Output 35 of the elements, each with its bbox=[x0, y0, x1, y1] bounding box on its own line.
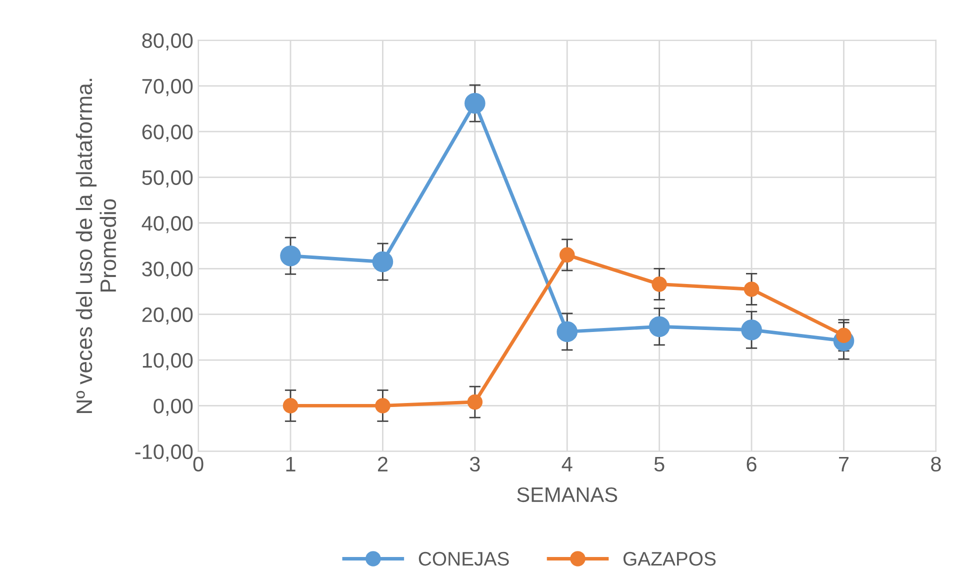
x-tick-label: 2 bbox=[378, 456, 388, 472]
y-tick-label: 60,00 bbox=[142, 124, 193, 142]
point bbox=[556, 321, 578, 342]
point bbox=[648, 316, 670, 338]
y-axis-title: Nº veces del uso de la plataforma. Promedio bbox=[76, 78, 116, 413]
x-tick-label: 3 bbox=[470, 456, 480, 472]
x-axis-title: SEMANAS bbox=[517, 487, 618, 502]
x-tick-label: 6 bbox=[746, 456, 756, 472]
point bbox=[744, 282, 760, 297]
point bbox=[280, 245, 301, 266]
y-tick-label: 20,00 bbox=[142, 307, 193, 325]
y-tick-label: 80,00 bbox=[142, 33, 193, 50]
point bbox=[464, 92, 486, 114]
x-tick-label: 8 bbox=[931, 456, 941, 472]
legend-label: CONEJAS bbox=[418, 552, 509, 566]
point bbox=[282, 398, 298, 414]
point bbox=[559, 247, 575, 263]
y-tick-label: 70,00 bbox=[142, 78, 193, 96]
y-tick-label: 10,00 bbox=[142, 353, 193, 370]
point bbox=[372, 251, 394, 272]
y-tick-label: 30,00 bbox=[142, 262, 193, 279]
y-tick-label: 40,00 bbox=[142, 216, 193, 234]
x-tick-label: 5 bbox=[654, 457, 664, 472]
x-tick-label: 0 bbox=[193, 456, 204, 472]
point bbox=[652, 276, 667, 292]
y-tick-label: 0,00 bbox=[154, 398, 193, 416]
x-tick-label: 1 bbox=[286, 457, 296, 472]
x-tick-label: 4 bbox=[562, 457, 572, 472]
point bbox=[741, 319, 762, 340]
point bbox=[467, 394, 483, 410]
x-tick-label: 7 bbox=[839, 457, 849, 472]
legend-label: GAZAPOS bbox=[623, 552, 716, 566]
y-tick-label: -10,00 bbox=[135, 444, 193, 462]
point bbox=[375, 398, 390, 414]
y-tick-label: 50,00 bbox=[142, 170, 193, 188]
